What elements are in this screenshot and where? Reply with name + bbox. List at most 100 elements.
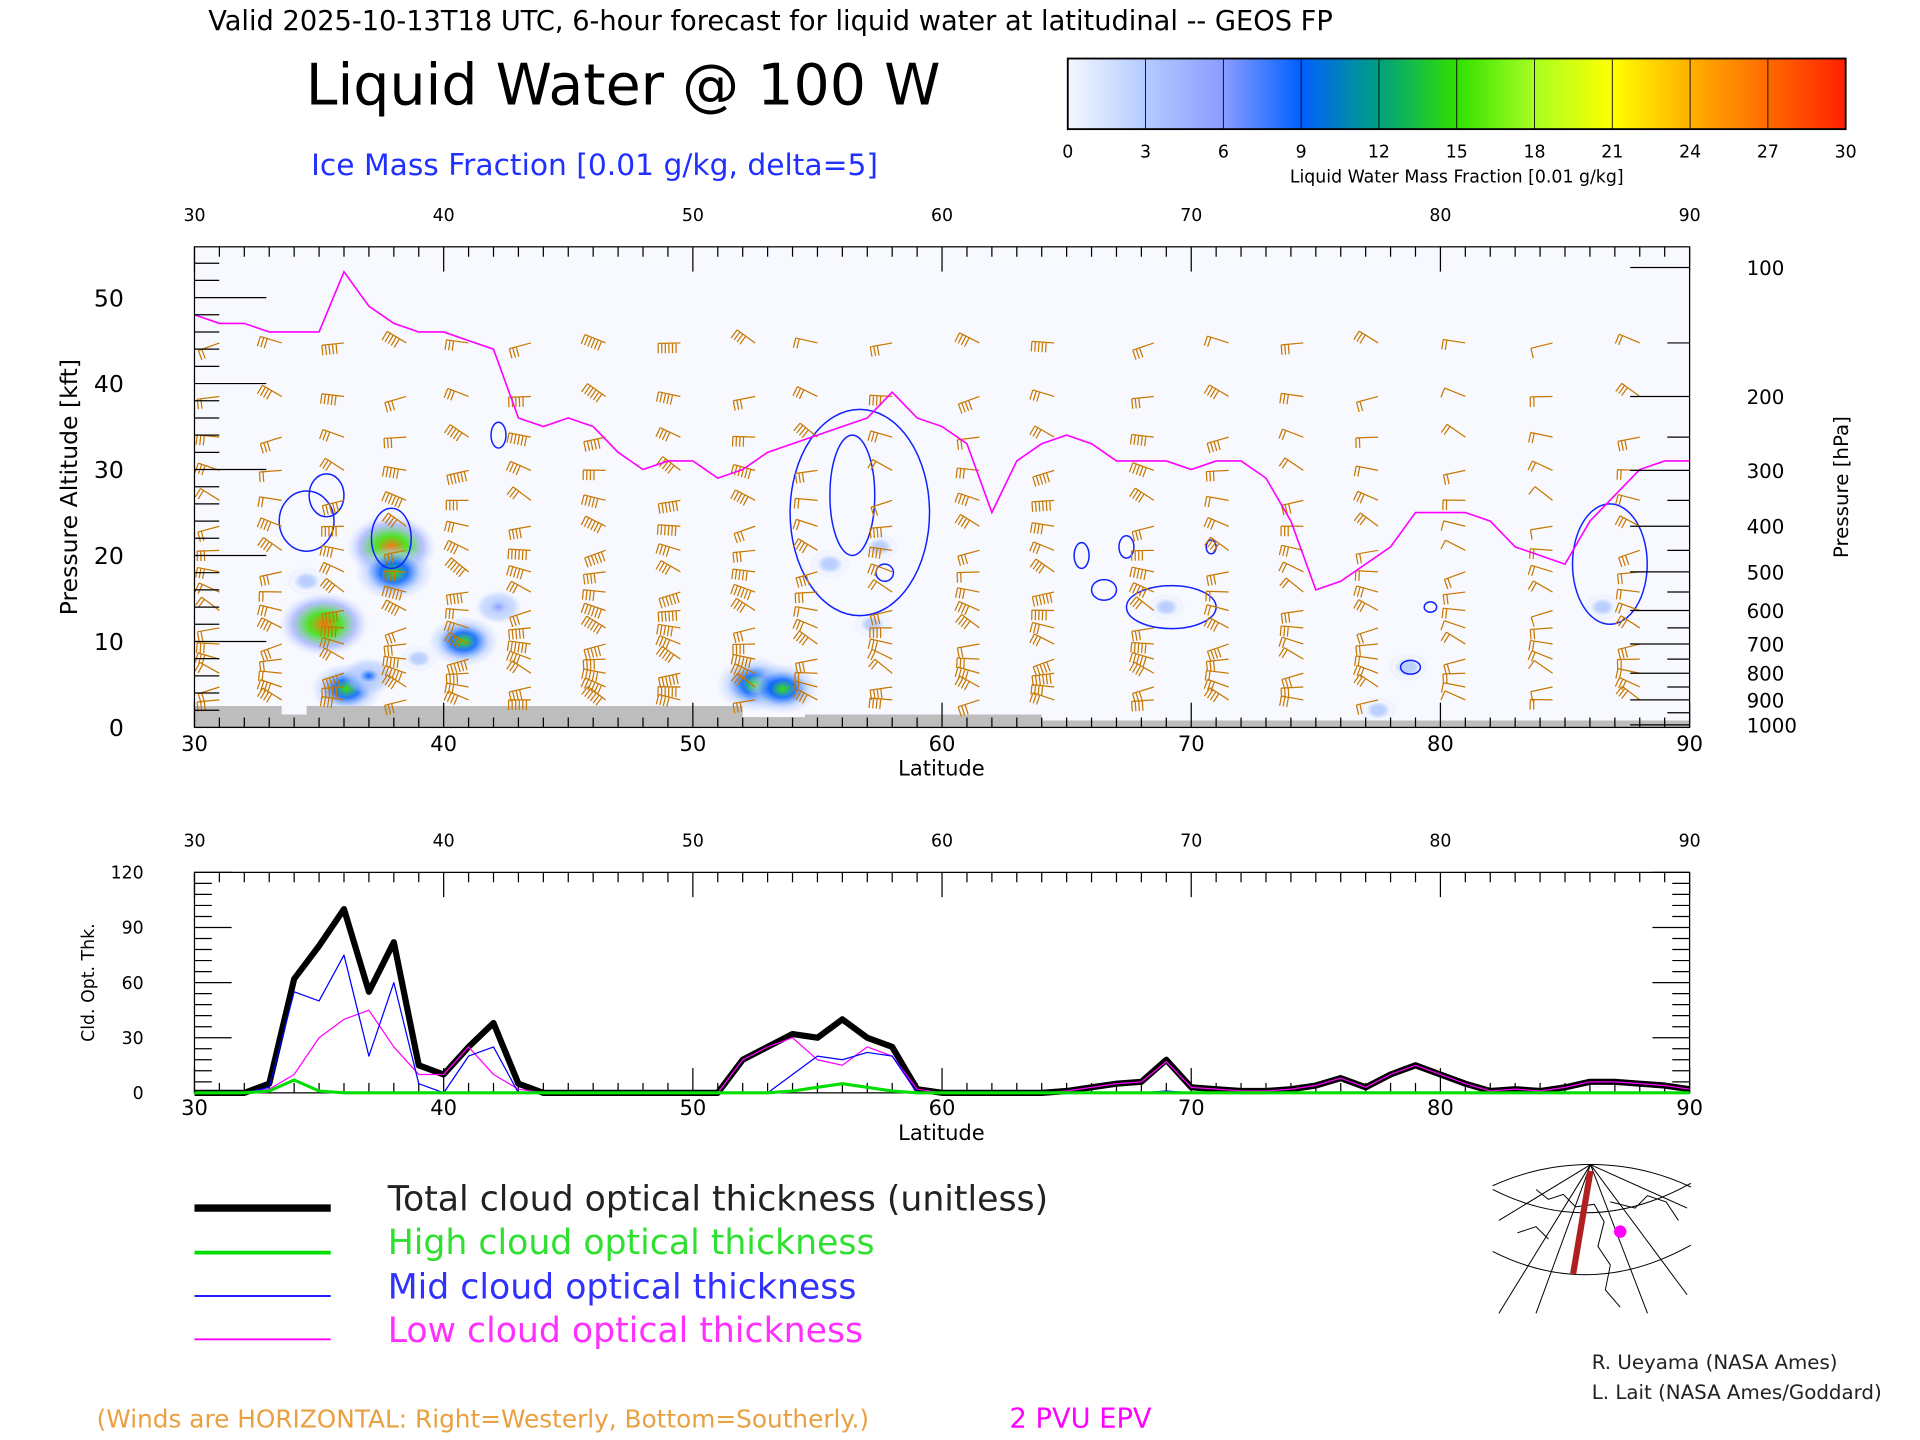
wind-barb <box>956 571 980 583</box>
y-tick-label: 30 <box>122 1029 144 1049</box>
wind-barb <box>196 627 220 642</box>
wind-barb <box>445 499 469 511</box>
wind-barb <box>1442 499 1466 511</box>
wind-barb <box>1614 602 1640 614</box>
map-meridian <box>1498 1164 1591 1314</box>
wind-barb <box>792 538 818 554</box>
wind-barb <box>1442 672 1466 685</box>
wind-barb <box>793 497 818 509</box>
wind-barb <box>1355 699 1379 715</box>
ice-contour <box>308 473 345 518</box>
wind-barb <box>655 693 681 708</box>
wind-barb <box>444 339 469 351</box>
ice-contour <box>1423 601 1438 613</box>
wind-barb <box>1440 690 1466 701</box>
credit-1: R. Ueyama (NASA Ames) <box>1592 1351 1838 1374</box>
wind-barb <box>868 546 893 559</box>
wind-barb <box>867 430 893 443</box>
wind-barb <box>868 394 893 406</box>
wind-barb <box>1031 499 1055 512</box>
wind-barb <box>196 699 220 712</box>
map-meridian <box>1590 1164 1648 1314</box>
wind-barb <box>1278 636 1304 648</box>
wind-barb <box>1354 570 1379 581</box>
wind-barb <box>444 557 469 578</box>
wind-barb <box>1356 627 1379 645</box>
wind-barb <box>381 665 407 682</box>
x-axis-label-bottom: Latitude <box>898 1120 985 1145</box>
wind-barb <box>1353 585 1379 598</box>
wind-barb <box>508 525 531 541</box>
wind-barb <box>1440 520 1466 531</box>
wind-barb <box>1279 625 1304 637</box>
liquid-water-blob <box>1147 593 1185 621</box>
winds-note: (Winds are HORIZONTAL: Right=Westerly, B… <box>97 1404 869 1433</box>
wind-barb <box>381 465 407 479</box>
cross-section-panel: 3030404050506060707080809090010203040501… <box>55 206 1853 781</box>
wind-barb <box>1203 687 1229 703</box>
wind-barb <box>1030 684 1055 696</box>
map-meridian <box>1535 1164 1591 1314</box>
ice-contour <box>278 490 335 552</box>
wind-barb <box>195 596 220 612</box>
wind-barb <box>730 329 756 345</box>
wind-barb <box>1353 599 1379 613</box>
locator-map <box>1492 1164 1692 1314</box>
wind-barb <box>794 671 818 683</box>
wind-barb <box>582 571 606 585</box>
wind-barb <box>443 387 469 401</box>
wind-barb <box>792 337 818 349</box>
colorbar-tick-label: 6 <box>1218 143 1229 163</box>
colorbar-tick-label: 30 <box>1835 143 1857 163</box>
wind-barb <box>656 524 681 537</box>
colorbar: 0 3 6 9 12 15 18 21 24 27 30 Liquid Water Mass Fra… <box>1062 57 1857 187</box>
wind-barb <box>318 561 345 575</box>
wind-barb <box>1279 695 1304 708</box>
wind-barb <box>383 643 407 657</box>
pressure-tick-label: 800 <box>1747 663 1785 686</box>
wind-barb <box>194 487 220 501</box>
ice-contour <box>789 408 931 617</box>
wind-barb <box>1614 677 1641 690</box>
wind-barb <box>1205 658 1229 672</box>
wind-barb <box>319 428 345 442</box>
wind-barb <box>321 342 345 356</box>
wind-barb <box>733 525 756 544</box>
wind-barb <box>957 395 980 414</box>
wind-barb <box>869 609 893 626</box>
wind-barb <box>1355 549 1379 565</box>
x-tick-label: 40 <box>430 731 457 756</box>
wind-barb <box>1278 457 1304 471</box>
wind-barb <box>1443 658 1466 675</box>
wind-barb <box>384 699 407 716</box>
wind-barb <box>582 469 606 481</box>
map-parallel <box>1492 1182 1692 1214</box>
ice-contour <box>1073 541 1090 570</box>
wind-barb <box>258 658 282 672</box>
wind-barb <box>955 614 980 630</box>
x-tick-label: 70 <box>1178 731 1205 756</box>
wind-barb <box>1278 647 1304 660</box>
wind-barb <box>1029 633 1055 647</box>
wind-barb <box>583 436 606 452</box>
wind-barb <box>1530 609 1553 627</box>
legend-low: Low cloud optical thickness <box>388 1311 863 1351</box>
wind-barb <box>868 658 893 674</box>
y-tick-label: 10 <box>94 628 124 656</box>
liquid-water-blob <box>286 566 327 596</box>
wind-barb <box>1029 541 1055 555</box>
pressure-tick-label: 1000 <box>1747 714 1797 737</box>
wind-barb <box>1529 627 1553 640</box>
wind-barb <box>506 486 532 501</box>
wind-barb <box>195 642 220 654</box>
ice-contour <box>1399 659 1422 675</box>
x-tick-label: 80 <box>1427 1095 1454 1120</box>
wind-barb <box>1440 539 1466 551</box>
wind-barb <box>1203 616 1229 632</box>
wind-barb <box>321 609 345 625</box>
x-tick-label: 60 <box>929 1095 956 1120</box>
cross-section-track <box>1570 1170 1594 1275</box>
wind-barb <box>731 568 756 581</box>
